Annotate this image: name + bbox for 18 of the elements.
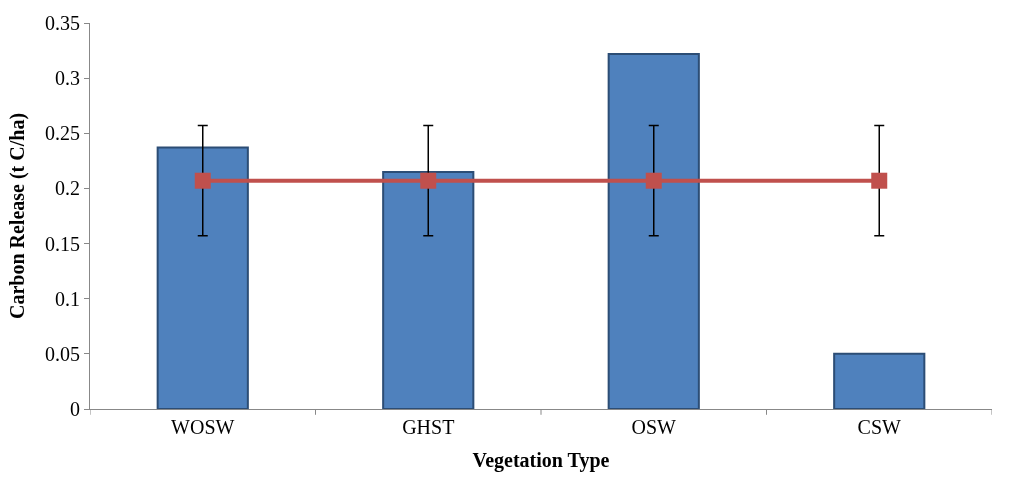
bar (156, 146, 249, 409)
y-tick-label: 0.3 (55, 67, 80, 90)
x-tick-label: CSW (857, 416, 902, 438)
y-tick-label: 0.05 (45, 342, 80, 365)
x-tick-label: GHST (402, 416, 455, 438)
x-axis-title: Vegetation Type (472, 448, 610, 472)
y-tick-label: 0.2 (55, 177, 80, 200)
y-axis-title: Carbon Release (t C/ha) (5, 112, 29, 320)
x-tick-label: WOSW (171, 416, 235, 438)
x-tick-label: OSW (631, 416, 677, 438)
y-tick-label: 0.1 (55, 287, 80, 310)
bar (833, 352, 926, 409)
bar (607, 52, 700, 409)
bar (382, 170, 475, 409)
y-tick-label: 0.25 (45, 122, 80, 145)
y-tick-label: 0 (70, 398, 80, 420)
y-tick-label: 0.35 (45, 12, 80, 34)
y-tick-label: 0.15 (45, 232, 80, 255)
